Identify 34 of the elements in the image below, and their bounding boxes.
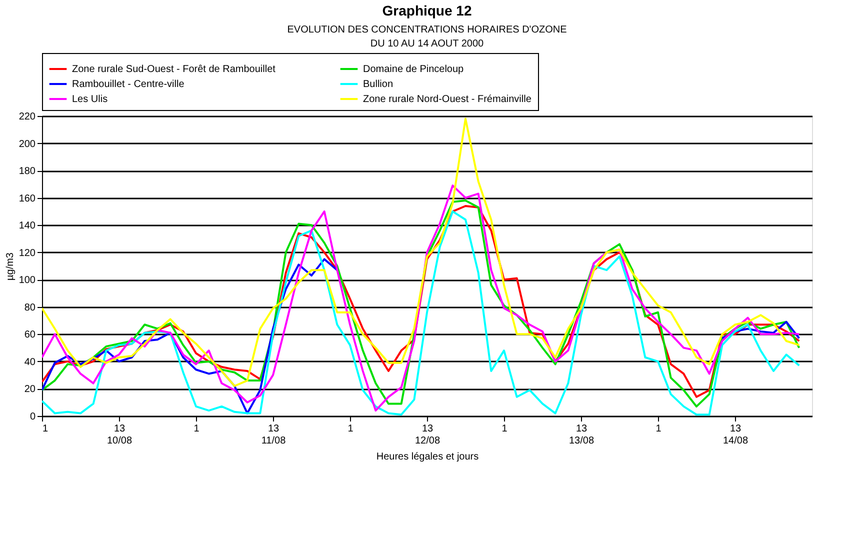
x-tick-label: 13 14/08 [722, 424, 748, 446]
x-tick-label: 13 11/08 [261, 424, 286, 446]
chart-subtitle: DU 10 AU 14 AOUT 2000 [370, 38, 484, 50]
x-tick-label: 1 [42, 424, 48, 434]
x-tick-label: 1 [194, 424, 200, 434]
legend-label: Domaine de Pinceloup [363, 64, 464, 75]
chart-title: EVOLUTION DES CONCENTRATIONS HORAIRES D'OZONE [287, 24, 568, 36]
y-tick-label: 180 [18, 166, 36, 178]
line-series [42, 118, 800, 387]
x-tick-label: 13 10/08 [106, 424, 132, 446]
x-tick-label: 1 [656, 424, 662, 434]
y-tick-label: 120 [18, 248, 36, 259]
x-tick-label: 1 [502, 424, 508, 434]
y-tick-label: 160 [18, 193, 36, 204]
y-tick-label: 100 [18, 275, 36, 286]
y-axis-title: µg/m3 [4, 252, 16, 280]
legend-label: Les Ulis [72, 94, 108, 105]
legend-label: Zone rurale Sud-Ouest - Forêt de Rambouillet [72, 64, 276, 75]
legend-label: Zone rurale Nord-Ouest - Frémainville [363, 94, 532, 105]
y-tick-label: 220 [18, 112, 36, 122]
y-tick-label: 80 [24, 302, 36, 314]
x-tick-label: 13 13/08 [568, 424, 594, 446]
x-tick-label: 13 12/08 [414, 424, 440, 446]
y-tick-label: 200 [18, 138, 36, 150]
text: Graphique 12 [382, 2, 472, 18]
x-tick-label: 1 [348, 424, 354, 434]
y-tick-label: 60 [24, 330, 36, 341]
x-axis-title: Heures légales et jours [376, 452, 479, 462]
y-tick-label: 20 [24, 384, 36, 396]
y-tick-label: 40 [24, 356, 36, 368]
y-tick-label: 0 [30, 412, 36, 422]
legend-label: Bullion [363, 79, 394, 90]
y-tick-label: 140 [18, 220, 36, 232]
legend-label: Rambouillet - Centre-ville [72, 79, 185, 90]
